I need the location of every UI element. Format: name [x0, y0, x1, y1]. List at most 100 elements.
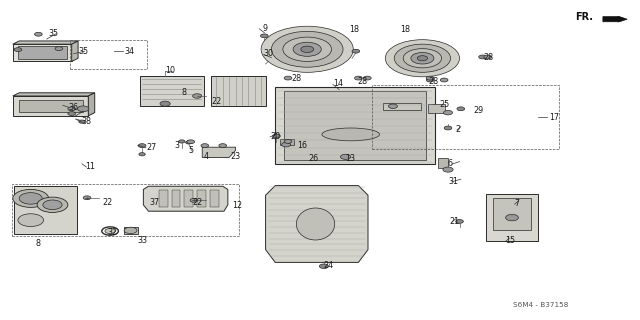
Circle shape: [105, 228, 115, 234]
Bar: [372, 85, 559, 149]
Text: 21: 21: [449, 217, 460, 226]
Circle shape: [271, 31, 343, 67]
Bar: [438, 158, 448, 168]
Circle shape: [179, 140, 185, 143]
Text: 38: 38: [81, 117, 92, 126]
Circle shape: [417, 56, 428, 61]
Circle shape: [201, 144, 209, 148]
Circle shape: [403, 49, 442, 68]
Polygon shape: [210, 190, 219, 207]
Polygon shape: [172, 190, 180, 207]
Bar: [70, 40, 147, 69]
Circle shape: [273, 134, 280, 138]
Circle shape: [261, 26, 353, 72]
Polygon shape: [266, 186, 368, 262]
Circle shape: [18, 214, 44, 227]
Text: 13: 13: [346, 154, 356, 163]
Circle shape: [37, 197, 68, 212]
Circle shape: [484, 55, 492, 59]
Circle shape: [506, 214, 518, 221]
Text: 18: 18: [400, 25, 410, 34]
Bar: [124, 227, 138, 234]
Circle shape: [190, 198, 198, 202]
Circle shape: [268, 54, 276, 58]
Circle shape: [83, 196, 91, 200]
Text: 25: 25: [439, 100, 449, 109]
Circle shape: [14, 48, 22, 52]
Circle shape: [440, 78, 448, 82]
Circle shape: [19, 193, 42, 204]
Polygon shape: [143, 186, 228, 211]
Polygon shape: [140, 76, 204, 106]
Text: 36: 36: [68, 103, 79, 112]
Polygon shape: [202, 147, 236, 157]
Circle shape: [139, 153, 145, 156]
Text: 10: 10: [165, 66, 175, 75]
Text: 7: 7: [514, 199, 519, 208]
Polygon shape: [72, 41, 78, 61]
Circle shape: [385, 40, 460, 77]
Text: 17: 17: [549, 113, 559, 122]
Circle shape: [284, 76, 292, 80]
Text: 16: 16: [298, 141, 308, 150]
Text: 6: 6: [448, 159, 453, 168]
Text: 15: 15: [506, 236, 516, 245]
Circle shape: [187, 140, 195, 144]
Polygon shape: [14, 186, 77, 234]
Circle shape: [388, 104, 397, 108]
Text: 24: 24: [324, 261, 334, 270]
Circle shape: [352, 49, 360, 53]
Circle shape: [13, 189, 49, 207]
Polygon shape: [13, 41, 78, 44]
Polygon shape: [197, 190, 206, 207]
Ellipse shape: [322, 128, 380, 141]
Polygon shape: [13, 96, 88, 116]
Circle shape: [219, 144, 227, 148]
Bar: [18, 46, 67, 59]
Circle shape: [260, 34, 268, 38]
Circle shape: [124, 227, 137, 234]
Circle shape: [293, 42, 321, 56]
Polygon shape: [603, 17, 627, 22]
Bar: [493, 198, 531, 230]
Circle shape: [193, 94, 202, 98]
Text: 8: 8: [35, 239, 40, 248]
Text: 31: 31: [448, 177, 458, 186]
Text: 18: 18: [349, 25, 359, 34]
Circle shape: [443, 167, 453, 172]
Polygon shape: [184, 190, 193, 207]
Circle shape: [426, 78, 434, 82]
Text: S6M4 - B37158: S6M4 - B37158: [513, 302, 568, 308]
Polygon shape: [13, 93, 95, 96]
Circle shape: [68, 112, 76, 116]
Text: 27: 27: [146, 143, 156, 152]
Circle shape: [301, 46, 314, 52]
Circle shape: [444, 110, 452, 115]
Circle shape: [479, 55, 486, 59]
Polygon shape: [211, 76, 266, 106]
Ellipse shape: [296, 208, 335, 240]
Polygon shape: [88, 93, 95, 116]
Text: 5: 5: [189, 146, 194, 155]
Text: 28: 28: [429, 77, 439, 86]
Text: 23: 23: [230, 152, 241, 161]
Circle shape: [364, 76, 371, 80]
Text: 3: 3: [175, 141, 180, 150]
Polygon shape: [13, 44, 72, 61]
Text: 12: 12: [232, 201, 243, 210]
Text: 34: 34: [125, 47, 135, 56]
Text: 28: 28: [357, 77, 367, 86]
Text: 8: 8: [182, 88, 187, 97]
Circle shape: [426, 76, 434, 80]
Circle shape: [411, 52, 434, 64]
Circle shape: [55, 47, 63, 51]
Text: 14: 14: [333, 79, 343, 88]
Text: 29: 29: [474, 106, 484, 115]
Text: 11: 11: [85, 162, 95, 171]
Circle shape: [43, 200, 62, 210]
Text: 37: 37: [149, 198, 159, 207]
Text: 4: 4: [204, 152, 209, 161]
Circle shape: [355, 76, 362, 80]
Text: 33: 33: [137, 236, 147, 245]
Circle shape: [456, 220, 463, 223]
